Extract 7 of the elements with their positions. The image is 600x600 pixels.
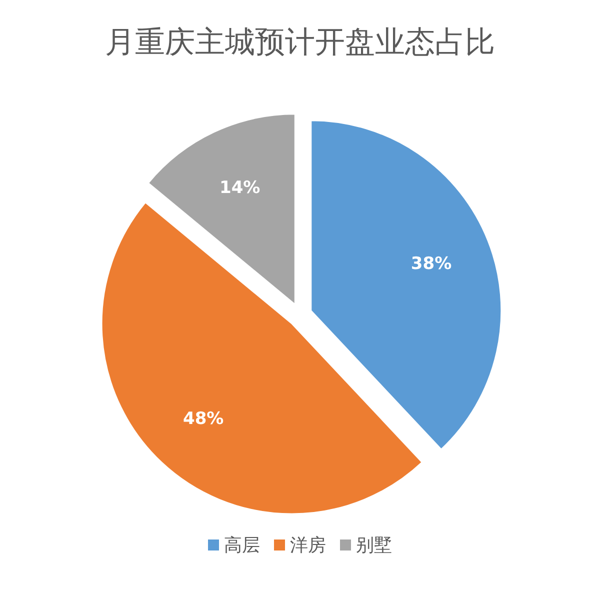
legend-label: 洋房 [290, 535, 326, 556]
legend-label: 高层 [224, 535, 260, 556]
data-label: 38% [410, 254, 452, 274]
legend-label: 别墅 [356, 535, 392, 556]
data-label: 14% [220, 178, 260, 198]
data-label: 48% [182, 408, 224, 429]
chart-title: 月重庆主城预计开盘业态占比 [105, 25, 495, 60]
